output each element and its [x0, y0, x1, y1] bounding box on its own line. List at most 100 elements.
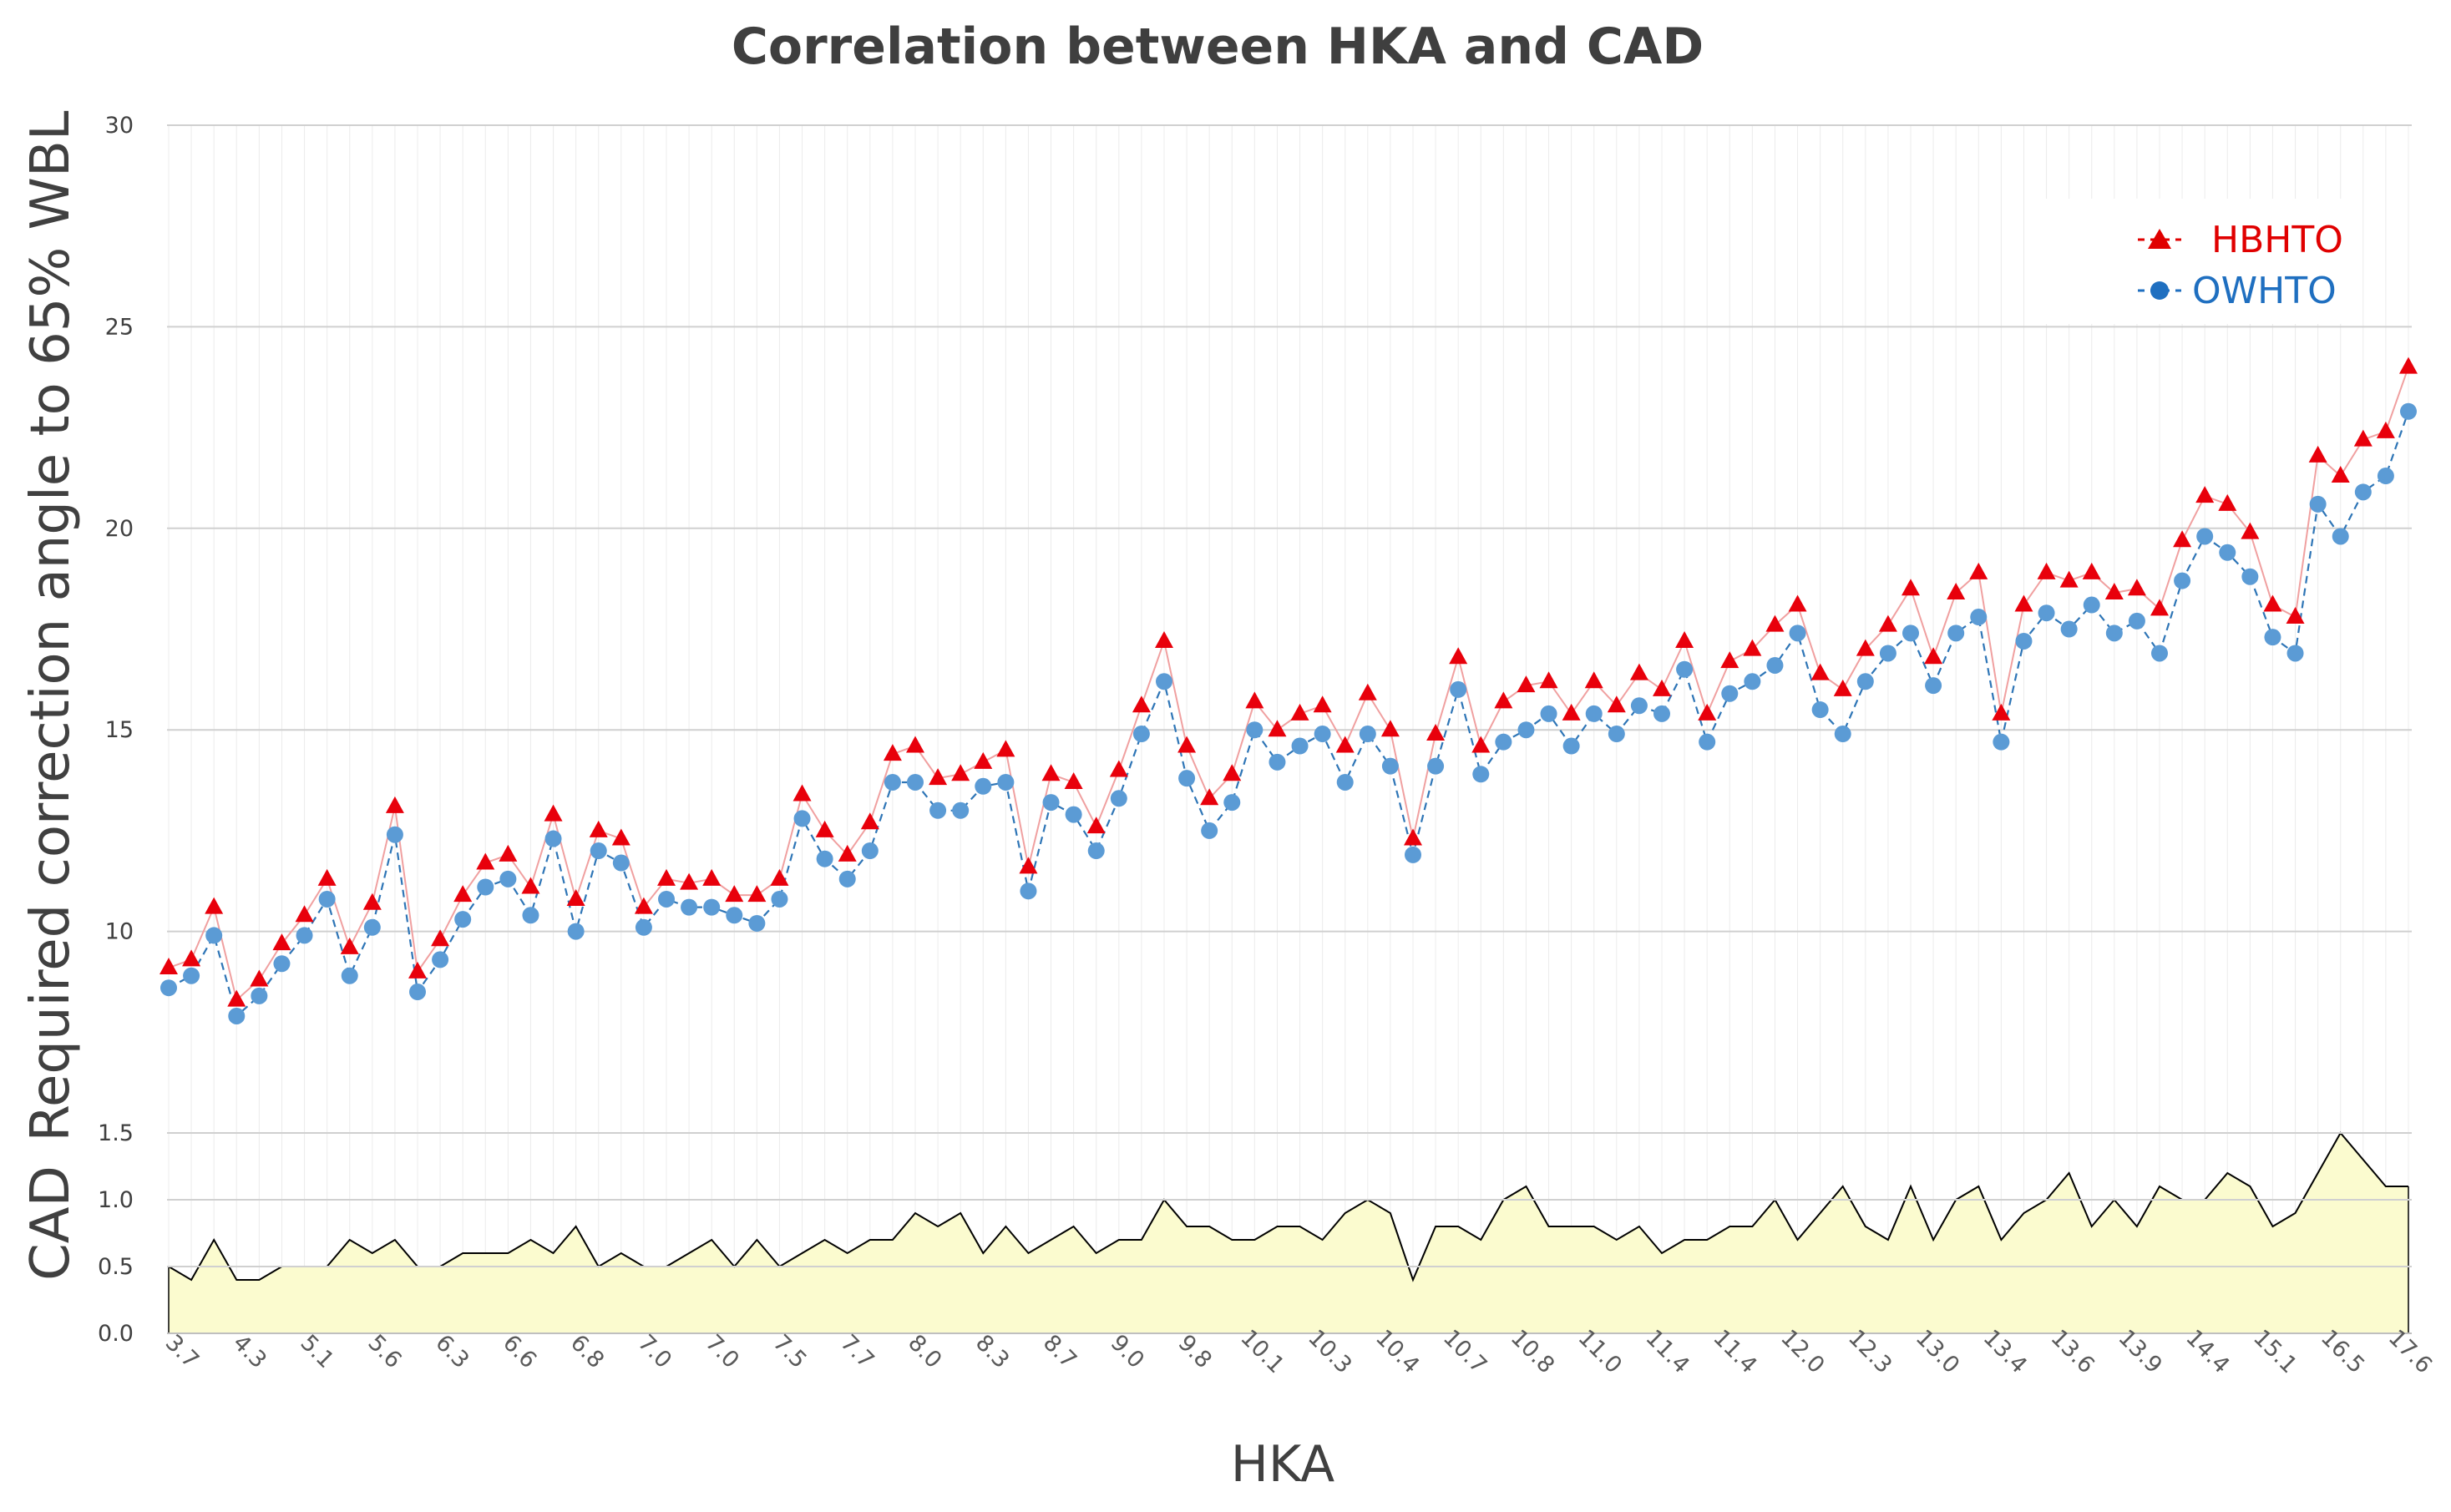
- owhto-point: [251, 987, 268, 1004]
- owhto-point: [1020, 882, 1037, 900]
- owhto-point: [1359, 726, 1376, 743]
- hbhto-point: [1856, 639, 1875, 656]
- owhto-point: [2286, 645, 2304, 662]
- owhto-point: [544, 830, 562, 847]
- hbhto-point: [2308, 445, 2327, 463]
- x-axis-title: HKA: [1231, 1435, 1334, 1494]
- owhto-point: [1856, 673, 1874, 690]
- owhto-point: [1450, 680, 1467, 698]
- owhto-point: [1562, 737, 1580, 755]
- hbhto-point: [1064, 771, 1083, 789]
- owhto-point: [296, 927, 313, 944]
- hbhto-point: [883, 744, 902, 761]
- hbhto-point: [250, 969, 269, 987]
- owhto-point: [861, 842, 879, 860]
- owhto-point: [681, 898, 698, 916]
- owhto-point: [658, 890, 675, 908]
- hbhto-point: [476, 852, 495, 870]
- owhto-point: [228, 1007, 246, 1024]
- hbhto-point: [1810, 663, 1830, 680]
- hbhto-point: [340, 937, 359, 954]
- legend-hbhto-label: HBHTO: [2211, 219, 2343, 261]
- hbhto-point: [2014, 594, 2033, 612]
- owhto-point: [477, 878, 494, 896]
- hbhto-point: [770, 868, 789, 886]
- owhto-point: [1087, 842, 1105, 860]
- owhto-point: [1201, 822, 1218, 839]
- owhto-point: [567, 923, 585, 940]
- owhto-point: [1405, 846, 1421, 863]
- owhto-point: [1811, 701, 1829, 719]
- hbhto-point: [1380, 720, 1400, 737]
- cad-line: [168, 1131, 2408, 1282]
- hbhto-point: [2173, 530, 2192, 548]
- hbhto-point: [1471, 736, 1491, 753]
- hbhto-point: [611, 828, 630, 846]
- top-y-axis-title: Required correction angle to 65% WBL: [20, 110, 82, 1141]
- hbhto-point: [1947, 583, 1966, 600]
- owhto-point: [952, 802, 970, 819]
- owhto-point: [2377, 468, 2394, 485]
- hbhto-point: [2195, 486, 2215, 503]
- owhto-point: [1178, 770, 1196, 787]
- hbhto-point: [634, 897, 653, 914]
- owhto-point: [1676, 660, 1694, 678]
- owhto-point: [884, 773, 901, 791]
- owhto-point: [2219, 544, 2236, 561]
- owhto-point: [1902, 625, 1919, 642]
- hbhto-point: [2082, 562, 2101, 579]
- hbhto-point: [974, 751, 993, 769]
- owhto-point: [1427, 757, 1445, 775]
- hbhto-point: [566, 888, 585, 906]
- hbhto-point: [362, 893, 382, 910]
- owhto-point: [1834, 726, 1851, 743]
- owhto-point: [2241, 568, 2259, 585]
- hbhto-point: [544, 804, 563, 822]
- owhto-point: [1495, 733, 1512, 751]
- hbhto-point: [1132, 695, 1151, 713]
- legend-box: [2036, 199, 2362, 324]
- owhto-point: [2060, 620, 2078, 638]
- hbhto-point: [2218, 493, 2237, 511]
- hbhto-point: [1019, 857, 1038, 874]
- hbhto-point: [1788, 594, 1807, 612]
- hbhto-point: [1086, 817, 1106, 834]
- bottom-y-tick-label: 1.0: [98, 1187, 134, 1213]
- hbhto-point: [385, 796, 404, 813]
- owhto-point: [1766, 656, 1784, 674]
- owhto-point: [1925, 677, 1942, 695]
- owhto-point: [838, 870, 856, 887]
- hbhto-point: [1494, 691, 1513, 709]
- hbhto-point: [2263, 594, 2282, 612]
- hbhto-point: [1878, 614, 1897, 632]
- hbhto-point: [1109, 760, 1128, 777]
- hbhto-point: [860, 812, 879, 830]
- hbhto-point: [1290, 703, 1309, 721]
- cad-area-fill: [169, 1133, 2408, 1333]
- hbhto-point: [2127, 579, 2146, 596]
- hbhto-point: [1449, 647, 1468, 665]
- bottom-y-tick-label: 0.5: [98, 1254, 134, 1280]
- hbhto-point: [1675, 630, 1694, 648]
- owhto-point: [1789, 625, 1806, 642]
- hbhto-point: [702, 868, 722, 886]
- owhto-point: [2174, 572, 2191, 589]
- hbhto-point: [929, 768, 948, 786]
- hbhto-point: [2353, 429, 2373, 447]
- owhto-point: [635, 918, 652, 936]
- owhto-point: [1336, 773, 1354, 791]
- owhto-point: [726, 907, 743, 924]
- hbhto-point: [1720, 651, 1740, 669]
- bottom-y-tick-label: 1.5: [98, 1120, 134, 1146]
- hbhto-point: [431, 929, 450, 947]
- owhto-point: [907, 773, 924, 791]
- owhto-line: [168, 411, 2410, 1018]
- hbhto-point: [1584, 671, 1603, 689]
- top-y-tick-label: 10: [105, 919, 134, 945]
- legend-hbhto-triangle-icon: [2148, 229, 2171, 249]
- chart-title: Correlation between HKA and CAD: [732, 18, 1704, 76]
- owhto-point: [2128, 612, 2145, 630]
- bottom-y-axis-title: CAD: [20, 1166, 82, 1281]
- bottom-panel-gridlines: [167, 1132, 2412, 1334]
- hbhto-point: [1653, 679, 1671, 696]
